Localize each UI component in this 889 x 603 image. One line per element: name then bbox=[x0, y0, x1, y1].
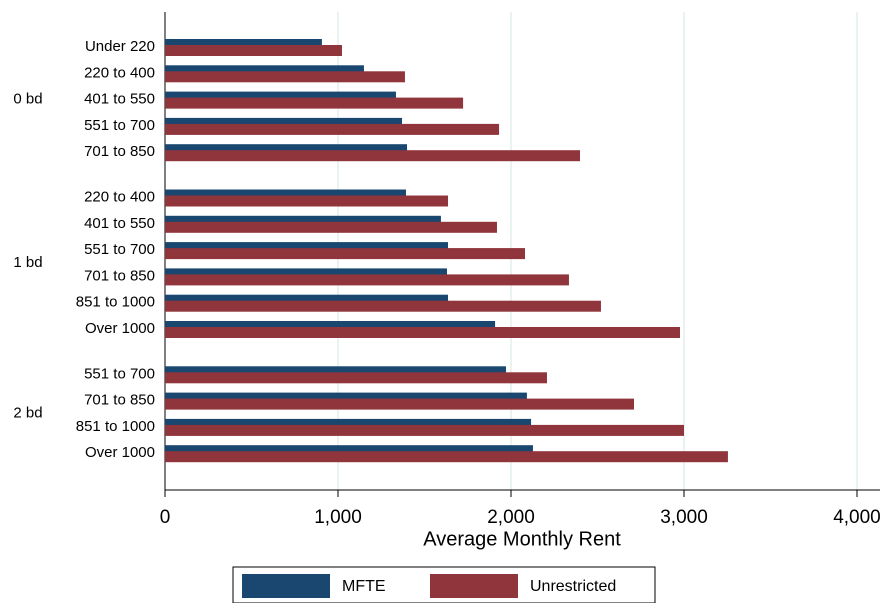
bar bbox=[165, 268, 447, 280]
category-label: 551 to 700 bbox=[84, 365, 155, 382]
group-label: 0 bd bbox=[13, 91, 42, 108]
category-label: 220 to 400 bbox=[84, 188, 155, 205]
x-tick-label: 4,000 bbox=[833, 507, 881, 528]
category-label: 701 to 850 bbox=[84, 392, 155, 409]
category-label: 851 to 1000 bbox=[76, 294, 155, 311]
x-tick-label: 3,000 bbox=[660, 507, 708, 528]
bar bbox=[165, 189, 406, 201]
bar bbox=[165, 445, 533, 457]
bar bbox=[165, 71, 405, 83]
category-label: 220 to 400 bbox=[84, 64, 155, 81]
legend-label: Unrestricted bbox=[530, 578, 616, 595]
bar bbox=[165, 327, 681, 338]
bar bbox=[165, 91, 396, 103]
legend-box bbox=[232, 566, 656, 603]
category-label: Over 1000 bbox=[85, 444, 155, 461]
category-label: 851 to 1000 bbox=[76, 418, 155, 435]
bar bbox=[165, 424, 684, 436]
x-tick-label: 0 bbox=[160, 507, 171, 528]
bar bbox=[165, 221, 497, 233]
bar bbox=[165, 65, 364, 77]
bar bbox=[165, 117, 403, 129]
bar bbox=[165, 215, 441, 227]
x-axis-title: Average Monthly Rent bbox=[423, 528, 621, 550]
bar bbox=[165, 274, 569, 286]
bar bbox=[165, 248, 526, 260]
bar bbox=[165, 366, 506, 378]
bar bbox=[165, 195, 449, 207]
bar bbox=[165, 123, 500, 135]
category-label: 551 to 700 bbox=[84, 117, 155, 134]
category-label: 401 to 550 bbox=[84, 215, 155, 232]
bar bbox=[165, 39, 322, 50]
category-label: 701 to 850 bbox=[84, 143, 155, 160]
group-label: 1 bd bbox=[13, 254, 42, 271]
bar bbox=[165, 451, 728, 463]
bar bbox=[165, 97, 464, 109]
bar bbox=[165, 150, 581, 162]
category-label: 551 to 700 bbox=[84, 241, 155, 258]
bar bbox=[165, 294, 449, 306]
bar bbox=[165, 392, 527, 404]
bar bbox=[165, 242, 449, 254]
x-tick-label: 1,000 bbox=[314, 507, 362, 528]
category-label: Under 220 bbox=[85, 38, 155, 55]
category-label: 701 to 850 bbox=[84, 267, 155, 284]
legend-swatch bbox=[430, 574, 518, 598]
bar bbox=[165, 398, 634, 410]
bar bbox=[165, 372, 547, 384]
bar bbox=[165, 45, 342, 56]
bar bbox=[165, 300, 601, 312]
bar bbox=[165, 321, 496, 332]
x-tick-label: 2,000 bbox=[487, 507, 535, 528]
category-label: 401 to 550 bbox=[84, 91, 155, 108]
bar bbox=[165, 144, 408, 156]
group-label: 2 bd bbox=[13, 405, 42, 422]
bar bbox=[165, 418, 532, 430]
category-label: Over 1000 bbox=[85, 320, 155, 337]
legend-swatch bbox=[242, 574, 330, 598]
legend-label: MFTE bbox=[342, 578, 386, 595]
